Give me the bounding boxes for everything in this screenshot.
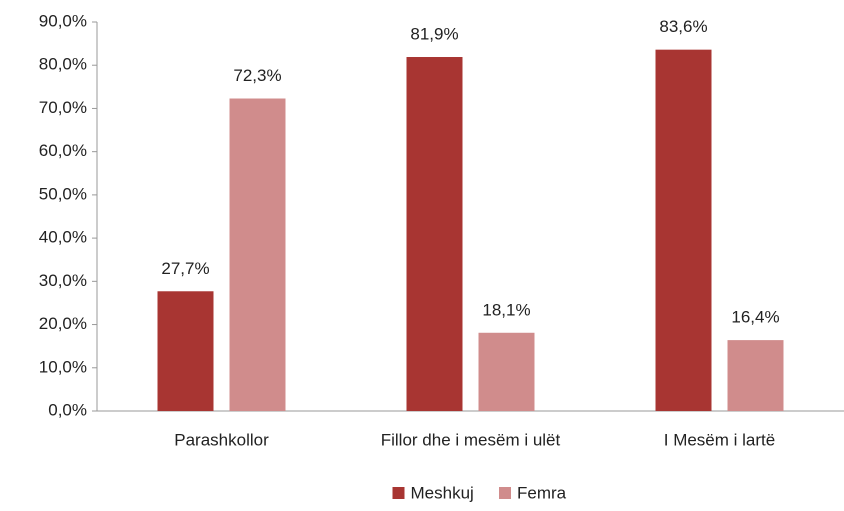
- y-tick-label: 30,0%: [39, 271, 87, 290]
- legend-swatch: [499, 487, 511, 499]
- y-tick-label: 10,0%: [39, 357, 87, 376]
- y-tick-label: 50,0%: [39, 184, 87, 203]
- x-tick-label: I Mesëm i lartë: [664, 430, 775, 449]
- bar: [655, 49, 712, 411]
- legend-label: Meshkuj: [411, 483, 474, 502]
- x-tick-label: Parashkollor: [174, 430, 269, 449]
- value-label: 72,3%: [233, 66, 281, 85]
- value-label: 81,9%: [410, 24, 458, 43]
- value-label: 27,7%: [161, 259, 209, 278]
- value-label: 16,4%: [731, 308, 779, 327]
- bar: [229, 98, 286, 412]
- y-tick-label: 90,0%: [39, 11, 87, 30]
- bar: [478, 332, 535, 411]
- y-tick-label: 60,0%: [39, 141, 87, 160]
- bar: [727, 340, 784, 411]
- bar: [157, 291, 214, 411]
- y-tick-label: 40,0%: [39, 228, 87, 247]
- y-tick-label: 80,0%: [39, 55, 87, 74]
- value-label: 83,6%: [659, 17, 707, 36]
- y-tick-label: 20,0%: [39, 314, 87, 333]
- value-label: 18,1%: [482, 300, 530, 319]
- bar: [406, 57, 463, 411]
- x-tick-label: Fillor dhe i mesëm i ulët: [381, 430, 561, 449]
- legend-label: Femra: [517, 483, 567, 502]
- y-tick-label: 70,0%: [39, 98, 87, 117]
- y-tick-label: 0,0%: [48, 400, 87, 419]
- legend-swatch: [392, 487, 405, 499]
